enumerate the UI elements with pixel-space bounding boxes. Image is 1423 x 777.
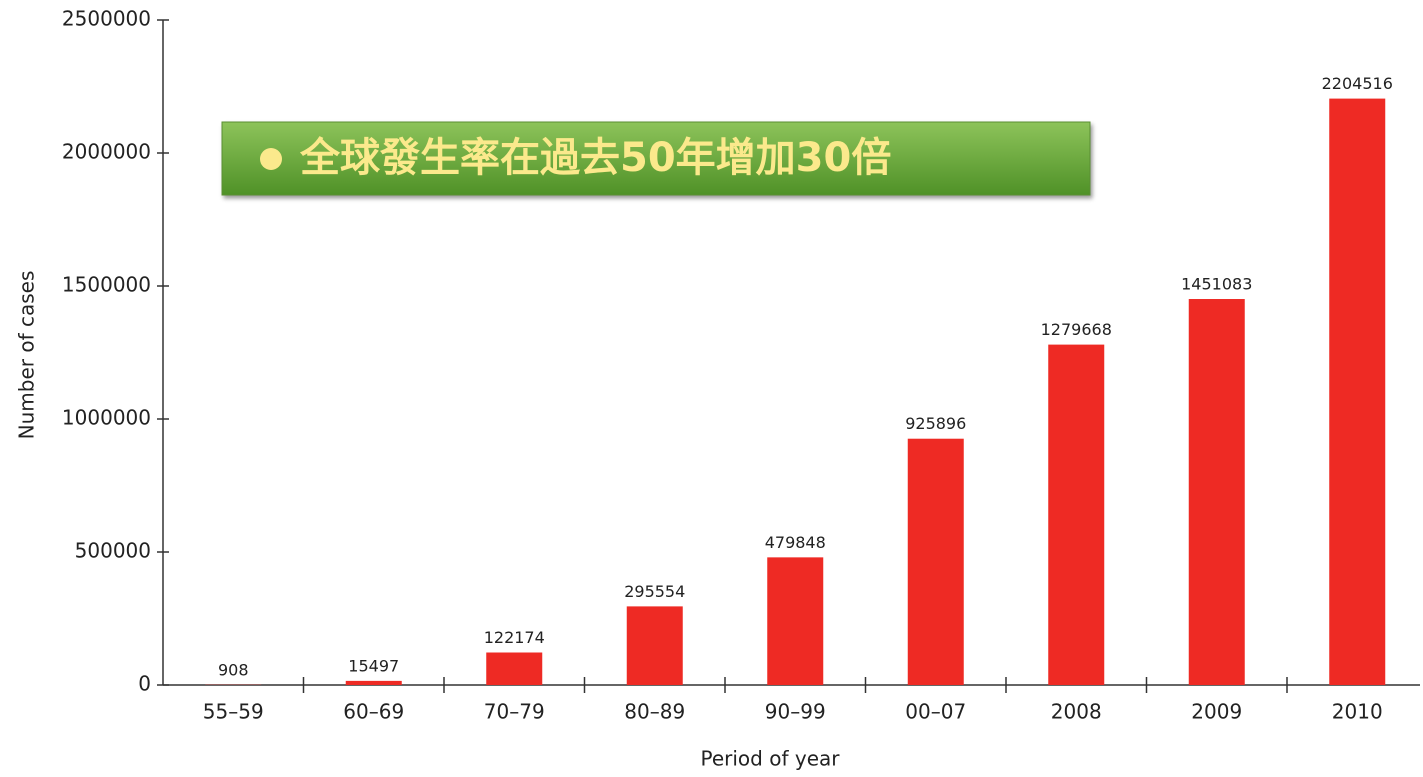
value-label: 2204516 bbox=[1322, 74, 1393, 93]
annotation-box bbox=[221, 121, 1091, 196]
value-label: 122174 bbox=[484, 628, 545, 647]
bar bbox=[1188, 299, 1245, 685]
value-label: 295554 bbox=[624, 582, 685, 601]
y-tick-label: 1500000 bbox=[62, 273, 151, 297]
bar bbox=[345, 680, 402, 685]
x-tick-label: 2008 bbox=[1051, 700, 1102, 724]
annotation: 全球發生率在過去50年增加30倍 bbox=[299, 135, 891, 181]
y-tick-label: 1000000 bbox=[62, 406, 151, 430]
bar bbox=[907, 438, 964, 685]
value-label: 1451083 bbox=[1181, 275, 1252, 294]
bar bbox=[1329, 98, 1386, 685]
bar bbox=[1048, 344, 1105, 685]
x-tick-label: 90–99 bbox=[765, 700, 826, 724]
value-label: 15497 bbox=[348, 656, 399, 675]
y-tick-label: 2500000 bbox=[62, 7, 151, 31]
x-tick-label: 55–59 bbox=[203, 700, 264, 724]
bar bbox=[486, 652, 543, 685]
x-tick-label: 80–89 bbox=[624, 700, 685, 724]
x-axis-label: Period of year bbox=[701, 747, 841, 771]
value-label: 908 bbox=[218, 660, 249, 679]
y-tick-label: 500000 bbox=[75, 539, 151, 563]
value-label: 925896 bbox=[905, 414, 966, 433]
x-tick-label: 70–79 bbox=[484, 700, 545, 724]
bar bbox=[626, 606, 683, 685]
bar bbox=[767, 557, 824, 685]
bullet bbox=[260, 148, 282, 170]
y-axis-label: Number of cases bbox=[15, 271, 39, 440]
x-tick-label: 60–69 bbox=[343, 700, 404, 724]
x-tick-label: 00–07 bbox=[905, 700, 966, 724]
x-tick-label: 2009 bbox=[1191, 700, 1242, 724]
x-tick-label: 2010 bbox=[1332, 700, 1383, 724]
y-tick-label: 0 bbox=[138, 672, 151, 696]
y-tick-label: 2000000 bbox=[62, 140, 151, 164]
value-label: 1279668 bbox=[1041, 320, 1112, 339]
value-label: 479848 bbox=[765, 533, 826, 552]
